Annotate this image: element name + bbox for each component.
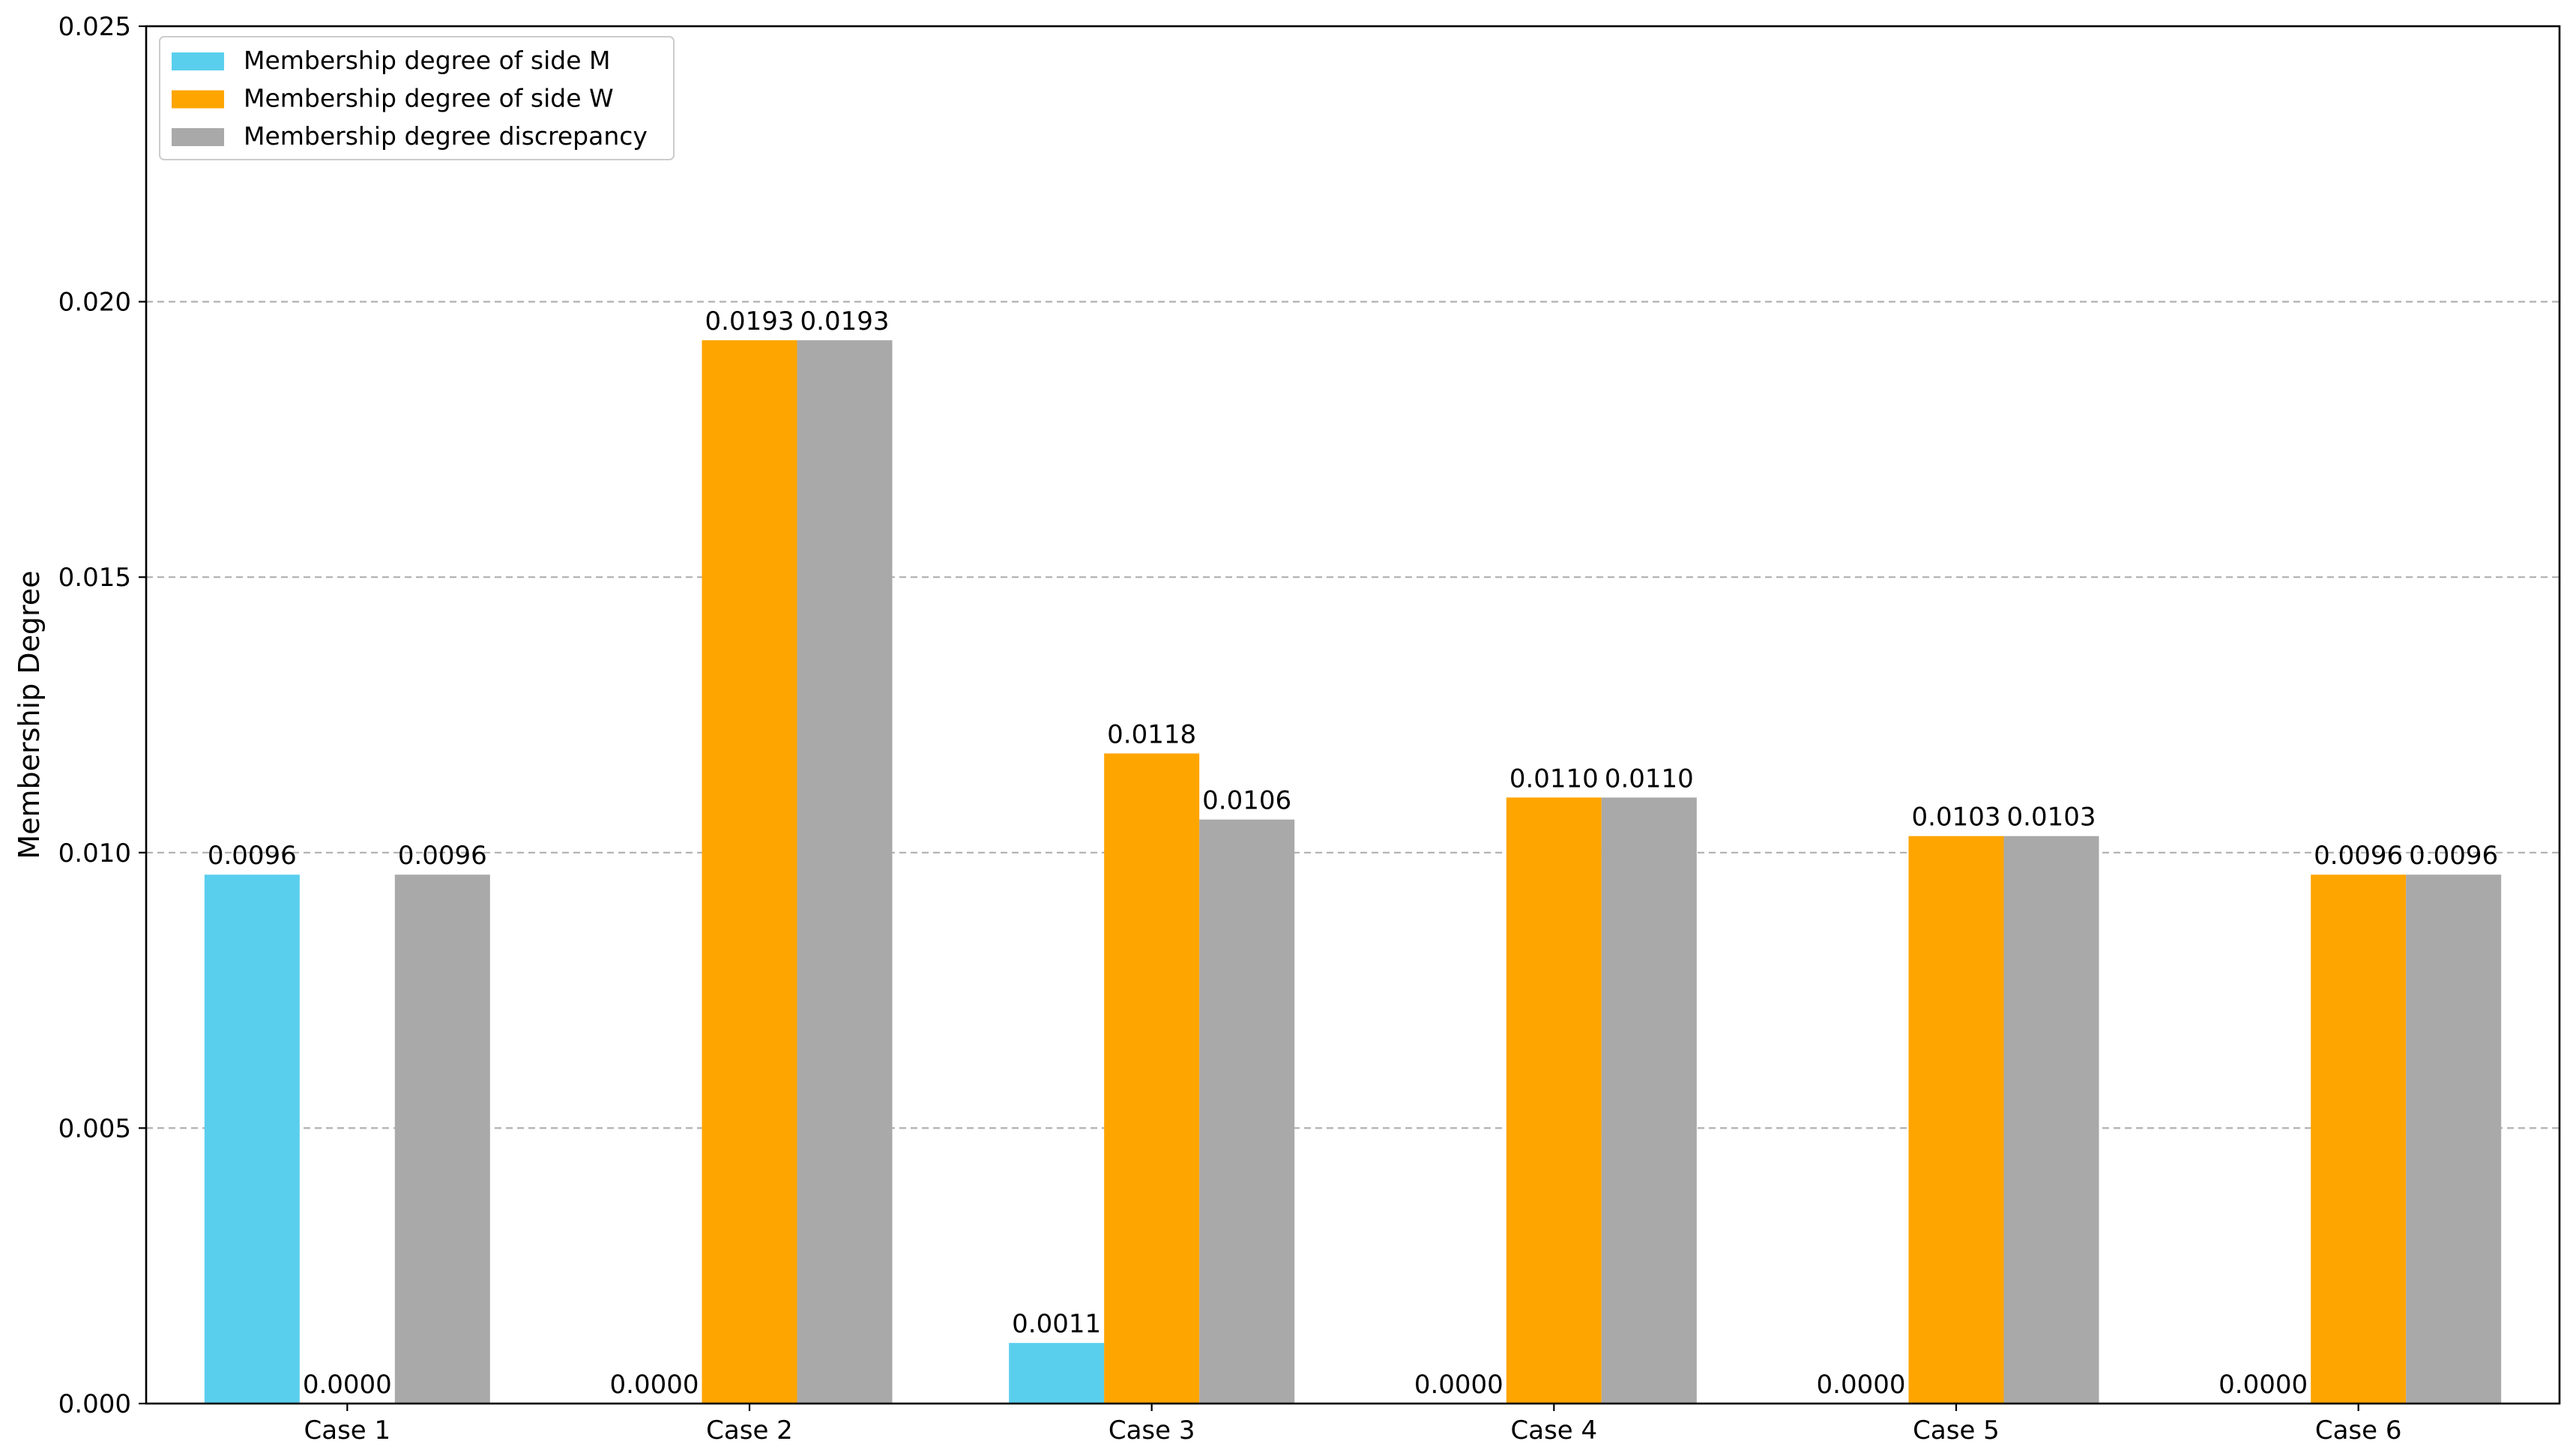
bar-value-label: 0.0096 xyxy=(2409,841,2498,871)
legend-label: Membership degree discrepancy xyxy=(244,121,648,151)
x-tick-label: Case 1 xyxy=(304,1416,391,1446)
bar-value-label: 0.0110 xyxy=(1605,764,1694,794)
bar xyxy=(1908,836,2004,1404)
bar-value-label: 0.0000 xyxy=(2218,1370,2308,1400)
x-tick-label: Case 6 xyxy=(2315,1416,2402,1446)
y-tick-label: 0.015 xyxy=(58,563,131,593)
legend-box xyxy=(159,36,675,160)
bar xyxy=(1506,797,1602,1404)
bar-value-label: 0.0096 xyxy=(398,841,487,871)
bar-value-label: 0.0000 xyxy=(610,1370,699,1400)
bar-value-label: 0.0000 xyxy=(303,1370,392,1400)
bar xyxy=(797,340,893,1404)
bar xyxy=(204,874,300,1404)
bar xyxy=(1601,797,1697,1404)
bar-value-label: 0.0103 xyxy=(2007,803,2096,833)
bar-value-label: 0.0110 xyxy=(1509,764,1599,794)
bar-value-label: 0.0106 xyxy=(1202,786,1291,816)
x-tick-label: Case 4 xyxy=(1511,1416,1598,1446)
y-tick-label: 0.010 xyxy=(58,839,131,869)
bar-value-label: 0.0000 xyxy=(1414,1370,1503,1400)
bar-value-label: 0.0000 xyxy=(1817,1370,1906,1400)
y-tick-label: 0.020 xyxy=(58,288,131,318)
y-tick-label: 0.025 xyxy=(58,12,131,42)
bar-value-label: 0.0011 xyxy=(1012,1309,1101,1339)
axes: Case 1 Case 2 Case 3 Case 4 Case 5 Case 60.00… xyxy=(13,12,2561,1446)
bar-value-label: 0.0096 xyxy=(2314,841,2403,871)
legend-swatch xyxy=(172,90,224,109)
bar xyxy=(2003,836,2099,1404)
bar-value-label: 0.0193 xyxy=(800,306,890,336)
bar xyxy=(1104,753,1200,1404)
x-tick-label: Case 3 xyxy=(1108,1416,1195,1446)
bar xyxy=(2406,874,2502,1404)
plot-frame xyxy=(145,25,2561,1405)
y-axis-label: Membership Degree xyxy=(13,570,46,859)
x-tick-label: Case 5 xyxy=(1913,1416,2000,1446)
legend-swatch xyxy=(172,52,224,70)
bar-value-labels: 0.0096 0.0000 0.0096 0.0000 0.0193 0.0193 0.00… xyxy=(208,306,2498,1400)
grid-lines xyxy=(146,300,2560,1129)
bars xyxy=(204,340,2502,1404)
bar-value-label: 0.0103 xyxy=(1912,803,2001,833)
bar xyxy=(702,340,797,1404)
bar-value-label: 0.0118 xyxy=(1107,719,1196,749)
bar xyxy=(2311,874,2407,1404)
bar xyxy=(1009,1343,1105,1404)
bar xyxy=(1199,819,1295,1404)
bar-value-label: 0.0096 xyxy=(208,841,297,871)
y-tick-label: 0.005 xyxy=(58,1114,131,1144)
x-tick-label: Case 2 xyxy=(706,1416,793,1446)
legend-swatch xyxy=(172,128,224,146)
bar-value-label: 0.0193 xyxy=(705,306,794,336)
y-tick-label: 0.000 xyxy=(58,1389,131,1419)
bar xyxy=(394,874,490,1404)
legend: Membership degree of side M Membership de… xyxy=(159,36,675,160)
legend-label: Membership degree of side W xyxy=(244,84,614,113)
legend-label: Membership degree of side M xyxy=(244,46,610,75)
